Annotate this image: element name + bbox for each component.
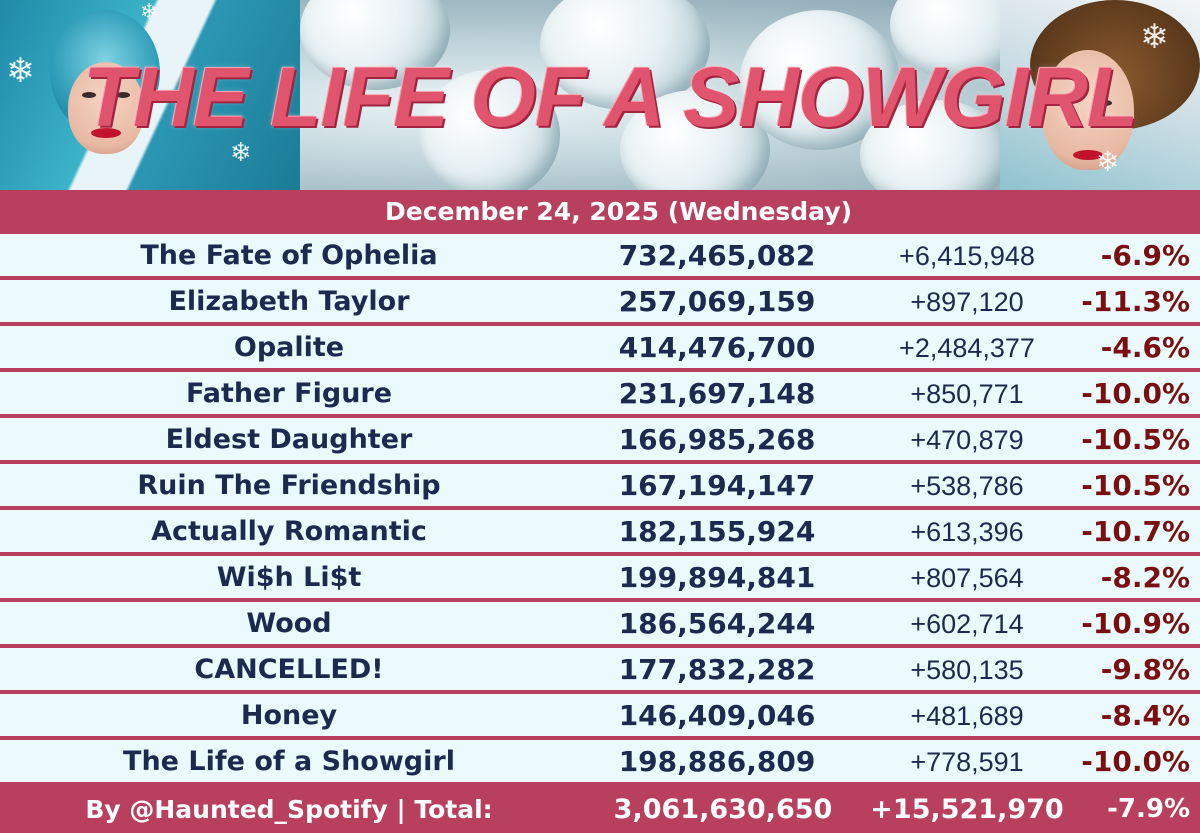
snowflake-icon: ❄ xyxy=(1140,17,1169,57)
daily-streams: +6,415,948 xyxy=(899,241,1035,271)
daily-streams: +807,564 xyxy=(910,563,1024,593)
eye xyxy=(1058,100,1072,106)
snowflake-icon: ❄ xyxy=(1096,145,1120,178)
daily-change: -11.3% xyxy=(1081,285,1190,318)
daily-streams: +613,396 xyxy=(910,517,1024,547)
snowflake-icon: ❄ xyxy=(6,51,35,91)
total-streams: 167,194,147 xyxy=(618,469,816,502)
streams-table: The Fate of Ophelia 732,465,082 +6,415,9… xyxy=(0,234,1200,786)
date-bar: December 24, 2025 (Wednesday) xyxy=(0,190,1200,234)
snowflake-icon: ❄ xyxy=(140,0,159,25)
daily-change: -10.5% xyxy=(1081,469,1190,502)
daily-streams: +538,786 xyxy=(910,471,1024,501)
eye xyxy=(1098,100,1112,106)
table-row: The Fate of Ophelia 732,465,082 +6,415,9… xyxy=(0,234,1200,278)
table-row: Opalite 414,476,700 +2,484,377 -4.6% xyxy=(0,326,1200,370)
table-row: Elizabeth Taylor 257,069,159 +897,120 -1… xyxy=(0,280,1200,324)
song-title: Wood xyxy=(246,608,332,639)
total-streams: 199,894,841 xyxy=(618,561,816,594)
daily-streams: +602,714 xyxy=(910,609,1024,639)
table-row: Actually Romantic 182,155,924 +613,396 -… xyxy=(0,510,1200,554)
daily-change: -8.4% xyxy=(1100,699,1190,732)
total-streams: 732,465,082 xyxy=(618,239,816,272)
header-banner: ❄ ❄ ❄ ❄ ❄ THE LIFE OF A SHOWGIRL xyxy=(0,0,1200,190)
song-title: Elizabeth Taylor xyxy=(168,286,410,317)
snowflake-icon: ❄ xyxy=(230,138,252,168)
table-row: Ruin The Friendship 167,194,147 +538,786… xyxy=(0,464,1200,508)
daily-change: -10.0% xyxy=(1081,377,1190,410)
song-title: Honey xyxy=(240,700,338,731)
grand-total-streams: 3,061,630,650 xyxy=(613,794,833,825)
song-title: Father Figure xyxy=(185,378,393,409)
table-row: Father Figure 231,697,148 +850,771 -10.0… xyxy=(0,372,1200,416)
daily-streams: +2,484,377 xyxy=(899,333,1035,363)
daily-change: -9.8% xyxy=(1100,653,1190,686)
totals-footer: By @Haunted_Spotify | Total: 3,061,630,6… xyxy=(0,786,1200,833)
lips xyxy=(1073,150,1103,160)
total-streams: 146,409,046 xyxy=(618,699,816,732)
table-row: Honey 146,409,046 +481,689 -8.4% xyxy=(0,694,1200,738)
daily-change: -8.2% xyxy=(1100,561,1190,594)
eye xyxy=(82,92,96,98)
table-row: CANCELLED! 177,832,282 +580,135 -9.8% xyxy=(0,648,1200,692)
daily-streams: +481,689 xyxy=(910,701,1024,731)
table-row: The Life of a Showgirl 198,886,809 +778,… xyxy=(0,740,1200,784)
portrait-right: ❄ ❄ xyxy=(1000,0,1200,190)
album-title: THE LIFE OF A SHOWGIRL xyxy=(82,49,1138,144)
song-title: Eldest Daughter xyxy=(165,424,413,455)
daily-change: -10.7% xyxy=(1081,515,1190,548)
opal-stone xyxy=(860,100,1010,190)
daily-change: -10.9% xyxy=(1081,607,1190,640)
song-title: Opalite xyxy=(233,332,345,363)
table-row: Wi$h Li$t 199,894,841 +807,564 -8.2% xyxy=(0,556,1200,600)
song-title: Ruin The Friendship xyxy=(137,470,441,501)
total-streams: 257,069,159 xyxy=(618,285,816,318)
daily-streams: +897,120 xyxy=(910,287,1024,317)
total-streams: 182,155,924 xyxy=(618,515,816,548)
daily-streams: +778,591 xyxy=(910,747,1024,777)
daily-change: -4.6% xyxy=(1100,331,1190,364)
daily-streams: +850,771 xyxy=(910,379,1024,409)
daily-streams: +470,879 xyxy=(910,425,1024,455)
daily-change: -6.9% xyxy=(1100,239,1190,272)
song-title: CANCELLED! xyxy=(194,654,384,685)
face xyxy=(68,62,144,154)
total-streams: 414,476,700 xyxy=(618,331,816,364)
table-row: Wood 186,564,244 +602,714 -10.9% xyxy=(0,602,1200,646)
song-title: The Fate of Ophelia xyxy=(140,240,438,271)
grand-total-daily: +15,521,970 xyxy=(870,794,1064,825)
lips xyxy=(91,128,121,138)
total-streams: 166,985,268 xyxy=(618,423,816,456)
daily-change: -10.5% xyxy=(1081,423,1190,456)
daily-streams: +580,135 xyxy=(910,655,1024,685)
table-row: Eldest Daughter 166,985,268 +470,879 -10… xyxy=(0,418,1200,462)
total-streams: 177,832,282 xyxy=(618,653,816,686)
date-label: December 24, 2025 (Wednesday) xyxy=(385,197,853,226)
daily-change: -10.0% xyxy=(1081,745,1190,778)
song-title: The Life of a Showgirl xyxy=(123,746,455,777)
song-title: Wi$h Li$t xyxy=(216,562,362,593)
opal-stone xyxy=(420,70,560,190)
total-streams: 186,564,244 xyxy=(618,607,816,640)
eye xyxy=(116,92,130,98)
credit-label: By @Haunted_Spotify | Total: xyxy=(85,795,493,824)
opal-stone xyxy=(620,90,770,190)
grand-total-change: -7.9% xyxy=(1107,794,1190,824)
total-streams: 198,886,809 xyxy=(618,745,816,778)
portrait-left: ❄ ❄ ❄ xyxy=(0,0,300,190)
total-streams: 231,697,148 xyxy=(618,377,816,410)
song-title: Actually Romantic xyxy=(151,516,427,547)
